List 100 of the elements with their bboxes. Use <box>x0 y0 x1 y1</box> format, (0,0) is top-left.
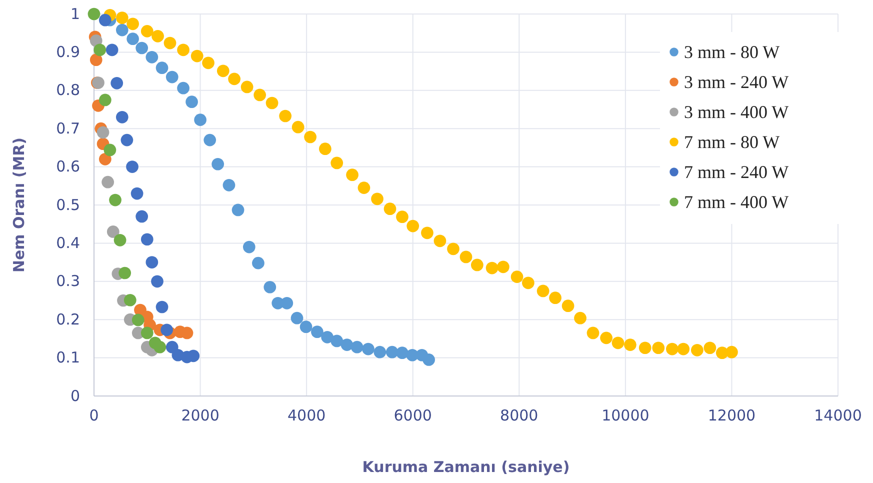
point <box>497 260 510 274</box>
point <box>151 275 164 288</box>
legend-label: 3 mm - 80 W <box>684 42 780 62</box>
point <box>422 354 435 366</box>
point <box>362 342 374 356</box>
point <box>350 340 364 354</box>
x-tick-label: 6000 <box>394 406 432 425</box>
point <box>677 342 690 356</box>
point <box>106 226 120 238</box>
x-tick-label: 8000 <box>500 406 538 425</box>
point <box>96 126 110 139</box>
point <box>396 210 408 224</box>
point <box>374 346 386 358</box>
y-tick-label: 0.1 <box>56 348 80 367</box>
y-tick-label: 0.3 <box>56 272 80 290</box>
point <box>586 326 600 340</box>
point <box>140 25 154 38</box>
point <box>156 62 168 74</box>
point <box>406 220 420 232</box>
point <box>486 262 498 274</box>
point <box>600 332 612 344</box>
point <box>216 64 230 78</box>
point <box>186 96 198 108</box>
point <box>396 346 408 359</box>
y-tick-label: 0.2 <box>56 310 80 328</box>
x-tick-label: 10000 <box>602 406 650 425</box>
point <box>280 297 294 310</box>
point <box>102 176 114 188</box>
point <box>98 152 112 166</box>
point <box>266 96 278 110</box>
point <box>330 156 344 170</box>
point <box>114 234 126 246</box>
point <box>290 312 304 324</box>
point <box>612 336 624 350</box>
point <box>88 8 100 20</box>
point <box>321 331 334 344</box>
point <box>140 233 154 246</box>
y-tick-label: 0.5 <box>56 196 80 214</box>
point <box>624 338 636 351</box>
point <box>109 194 122 206</box>
point <box>666 342 678 356</box>
point <box>124 294 136 306</box>
point <box>177 82 190 94</box>
legend-label: 3 mm - 400 W <box>684 102 789 122</box>
point <box>212 158 224 170</box>
point <box>232 204 244 216</box>
point <box>146 51 158 64</box>
x-tick-label: 4000 <box>287 406 326 425</box>
y-tick-label: 0.6 <box>56 158 80 176</box>
point <box>164 36 176 50</box>
point <box>166 70 178 84</box>
point <box>421 226 434 240</box>
x-tick-label: 12000 <box>708 406 756 425</box>
point <box>690 344 704 356</box>
point <box>240 80 254 94</box>
y-tick-label: 0.4 <box>56 234 80 252</box>
legend-label: 7 mm - 80 W <box>684 132 780 152</box>
point <box>264 280 276 294</box>
point <box>434 234 446 248</box>
x-tick-label: 0 <box>89 406 99 425</box>
point <box>304 130 316 144</box>
y-tick-label: 0.9 <box>56 43 80 61</box>
point <box>106 44 118 56</box>
point <box>726 346 738 358</box>
point <box>522 276 534 290</box>
legend-label: 7 mm - 400 W <box>684 192 789 212</box>
point <box>118 266 132 280</box>
point <box>94 44 106 56</box>
point <box>574 312 586 324</box>
point <box>146 256 158 268</box>
point <box>140 326 154 340</box>
point <box>470 258 484 272</box>
legend-label: 3 mm - 240 W <box>684 72 789 92</box>
point <box>311 326 324 338</box>
y-tick-label: 0.8 <box>56 81 80 100</box>
point <box>254 88 266 102</box>
y-tick-label: 0.7 <box>56 119 80 138</box>
point <box>204 134 216 146</box>
point <box>242 240 256 254</box>
point <box>132 314 144 326</box>
point <box>136 42 148 54</box>
x-tick-label: 14000 <box>814 406 862 425</box>
point <box>371 192 384 206</box>
point <box>638 342 652 354</box>
point <box>126 18 139 30</box>
y-tick-label: 1 <box>70 4 80 23</box>
point <box>652 342 665 354</box>
point <box>252 256 264 270</box>
x-tick-label: 2000 <box>181 406 220 425</box>
point <box>110 76 124 90</box>
point <box>136 210 148 223</box>
point <box>152 30 164 42</box>
point <box>562 300 574 312</box>
point <box>292 120 304 134</box>
point <box>510 270 524 283</box>
point <box>194 114 206 126</box>
point <box>120 134 134 146</box>
x-axis-title: Kuruma Zamanı (saniye) <box>362 458 570 476</box>
point <box>228 72 240 86</box>
point <box>116 24 128 36</box>
